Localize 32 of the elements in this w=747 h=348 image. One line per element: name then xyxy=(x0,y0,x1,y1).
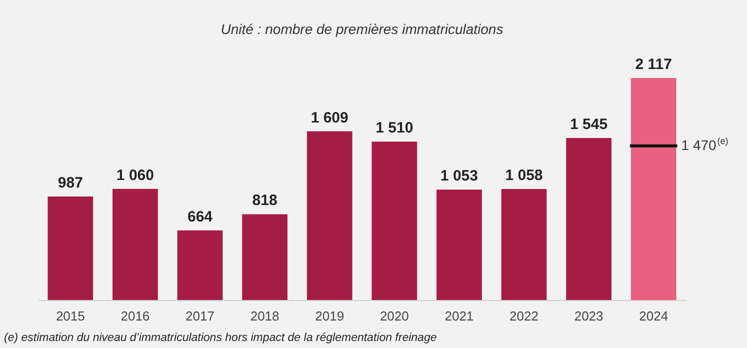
x-tick-label: 2018 xyxy=(250,308,280,324)
x-tick-label: 2021 xyxy=(444,308,474,324)
bar xyxy=(242,214,288,300)
bar xyxy=(372,142,418,300)
x-tick-label: 2020 xyxy=(380,308,409,324)
text: (e) estimation du niveau d’immatriculations hors impact de la réglementation freinage xyxy=(4,332,437,344)
x-tick-label: 2015 xyxy=(56,308,85,324)
x-tick-label: 2016 xyxy=(120,308,150,324)
bar xyxy=(112,188,158,300)
data-label: 1 609 xyxy=(310,109,348,126)
bar xyxy=(566,138,612,300)
data-label: 1 060 xyxy=(116,166,154,184)
data-label: 1 545 xyxy=(570,116,608,133)
data-label: 664 xyxy=(187,208,214,226)
chart-subtitle: Unité : nombre de premières immatriculations xyxy=(220,21,504,37)
bar xyxy=(501,189,547,300)
x-tick-label: 2022 xyxy=(510,308,538,324)
x-tick-label: 2023 xyxy=(574,308,604,324)
data-label: 987 xyxy=(58,174,83,192)
bar xyxy=(306,131,352,300)
data-label: 1 058 xyxy=(505,167,543,184)
data-label: 1 510 xyxy=(376,120,414,137)
x-tick-label: 2024 xyxy=(639,308,668,324)
x-tick-label: 2019 xyxy=(315,308,344,324)
bar xyxy=(177,230,223,300)
data-label: 818 xyxy=(252,192,278,210)
data-label: 2 117 xyxy=(635,56,672,73)
data-label: 1 053 xyxy=(440,168,478,185)
x-tick-label: 2017 xyxy=(186,308,214,324)
bar xyxy=(436,190,482,300)
bar xyxy=(48,196,94,300)
bar xyxy=(630,78,676,300)
